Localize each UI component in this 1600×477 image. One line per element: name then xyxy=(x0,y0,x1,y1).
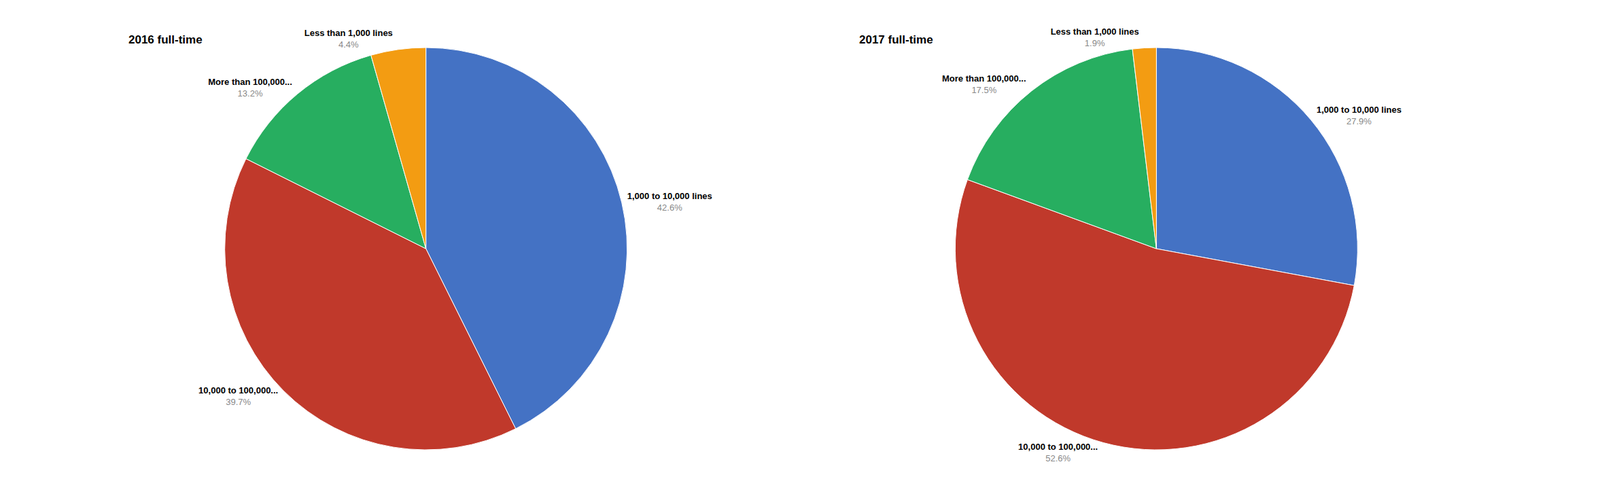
svg-text:Less than 1,000 lines4.4%: Less than 1,000 lines4.4% xyxy=(304,27,393,50)
svg-text:1,000 to 10,000 lines27.9%: 1,000 to 10,000 lines27.9% xyxy=(1316,104,1402,127)
svg-text:More than 100,000...13.2%: More than 100,000...13.2% xyxy=(207,76,293,99)
svg-text:More than 100,000...17.5%: More than 100,000...17.5% xyxy=(942,73,1027,96)
svg-text:10,000 to 100,000...52.6%: 10,000 to 100,000...52.6% xyxy=(1018,441,1098,464)
svg-text:Less than 1,000 lines1.9%: Less than 1,000 lines1.9% xyxy=(1050,26,1140,49)
svg-text:1,000 to 10,000 lines42.6%: 1,000 to 10,000 lines42.6% xyxy=(627,190,713,213)
svg-text:2016 full-time: 2016 full-time xyxy=(128,33,203,47)
svg-text:10,000 to 100,000...39.7%: 10,000 to 100,000...39.7% xyxy=(198,385,278,408)
svg-text:2017 full-time: 2017 full-time xyxy=(859,33,934,47)
